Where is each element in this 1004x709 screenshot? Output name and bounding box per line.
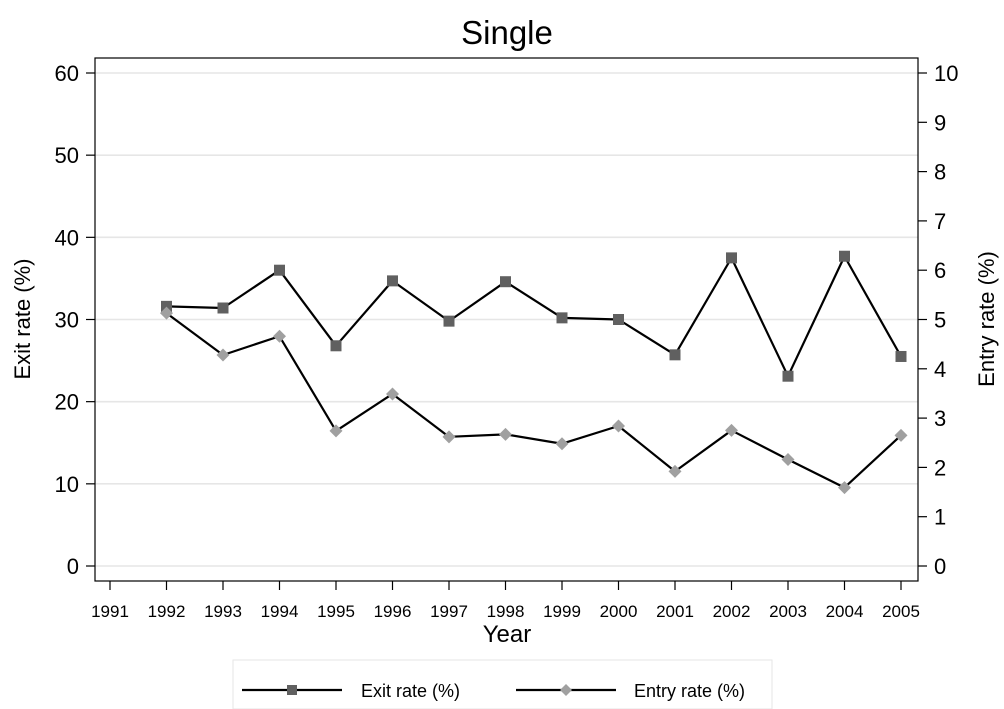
axes: 0 10 20 30 40 50 60 0 1 2 3 4 5 6 7 8 9 10 1991 1992 1993 199… (55, 61, 959, 621)
data-point-exit-rate-2005 (895, 350, 907, 362)
data-point-entry-rate-1998 (499, 427, 512, 441)
x-tick-label: 2002 (713, 602, 751, 621)
x-tick-label: 1992 (148, 602, 186, 621)
series-line-exit-rate (166, 255, 902, 378)
data-point-exit-rate-1992 (161, 300, 172, 312)
x-tick-label: 1997 (430, 602, 468, 621)
x-tick-label: 1998 (487, 602, 525, 621)
data-point-entry-rate-1997 (442, 430, 456, 444)
data-point-exit-rate-2001 (669, 349, 681, 361)
data-point-entry-rate-1992 (160, 306, 173, 320)
data-point-exit-rate-1993 (217, 302, 229, 314)
x-tick-label: 2005 (882, 602, 920, 621)
y-right-tick-label: 1 (934, 505, 946, 530)
y-right-tick-label: 9 (934, 110, 946, 135)
y-right-tick-label: 5 (934, 308, 946, 333)
legend-item-entry-rate: Entry rate (%) (516, 681, 745, 701)
y-right-tick-label: 4 (934, 357, 946, 382)
legend: Exit rate (%) Entry rate (%) (232, 659, 773, 709)
y-left-tick-label: 40 (55, 225, 79, 250)
data-point-entry-rate-1993 (216, 348, 230, 362)
data-point-entry-rate-1999 (555, 437, 569, 451)
x-tick-label: 1999 (543, 602, 581, 621)
y-right-tick-label: 8 (934, 160, 946, 185)
y-axis-right-title: Entry rate (%) (974, 251, 999, 387)
x-tick-label: 1995 (317, 602, 355, 621)
data-point-exit-rate-2003 (782, 370, 794, 382)
legend-label-exit-rate: Exit rate (%) (361, 681, 460, 701)
x-tick-label: 2004 (826, 602, 864, 621)
x-axis-title: Year (483, 621, 532, 648)
data-point-exit-rate-1997 (443, 315, 455, 327)
data-point-entry-rate-1994 (273, 329, 286, 343)
legend-box (232, 659, 773, 709)
data-point-entry-rate-1995 (329, 424, 343, 438)
data-point-entry-rate-2000 (612, 419, 625, 433)
x-tick-label: 2003 (769, 602, 807, 621)
data-point-exit-rate-1996 (387, 275, 398, 287)
data-point-entry-rate-2005 (894, 428, 908, 442)
legend-label-entry-rate: Entry rate (%) (634, 681, 745, 701)
x-tick-label: 1993 (204, 602, 242, 621)
y-left-tick-label: 0 (67, 554, 79, 579)
legend-item-exit-rate: Exit rate (%) (242, 681, 460, 701)
data-point-entry-rate-1996 (386, 387, 399, 401)
y-axis-left-title: Exit rate (%) (10, 258, 35, 379)
y-right-tick-label: 2 (934, 455, 946, 480)
legend-marker-exit-rate (287, 685, 297, 695)
y-right-tick-label: 10 (934, 61, 958, 86)
x-tick-label: 1996 (374, 602, 412, 621)
data-point-entry-rate-2001 (668, 464, 682, 478)
data-point-entry-rate-2004 (838, 481, 851, 495)
data-point-exit-rate-2000 (613, 314, 624, 325)
y-right-tick-label: 6 (934, 258, 946, 283)
x-tick-label: 1991 (91, 602, 129, 621)
y-left-tick-label: 30 (55, 308, 79, 333)
data-point-exit-rate-1995 (330, 340, 342, 352)
y-left-tick-label: 20 (55, 390, 79, 415)
y-left-tick-label: 10 (55, 472, 79, 497)
x-tick-label: 2000 (600, 602, 638, 621)
data-point-exit-rate-2004 (839, 250, 850, 262)
series-line-entry-rate (165, 312, 902, 489)
series (160, 250, 908, 495)
y-right-tick-label: 0 (934, 554, 946, 579)
y-right-tick-label: 3 (934, 406, 946, 431)
data-point-entry-rate-2003 (781, 453, 795, 467)
x-tick-label: 1994 (261, 602, 299, 621)
x-tick-label: 2001 (656, 602, 694, 621)
data-point-exit-rate-1994 (274, 264, 285, 276)
data-point-exit-rate-1999 (556, 312, 568, 324)
chart-title: Single (461, 14, 553, 51)
legend-marker-entry-rate (560, 684, 572, 696)
data-point-exit-rate-1998 (500, 276, 511, 288)
data-point-entry-rate-2002 (725, 423, 738, 437)
y-left-tick-label: 60 (55, 61, 79, 86)
data-point-exit-rate-2002 (726, 252, 737, 264)
gridlines (95, 72, 918, 567)
y-right-tick-label: 7 (934, 209, 946, 234)
y-left-tick-label: 50 (55, 143, 79, 168)
